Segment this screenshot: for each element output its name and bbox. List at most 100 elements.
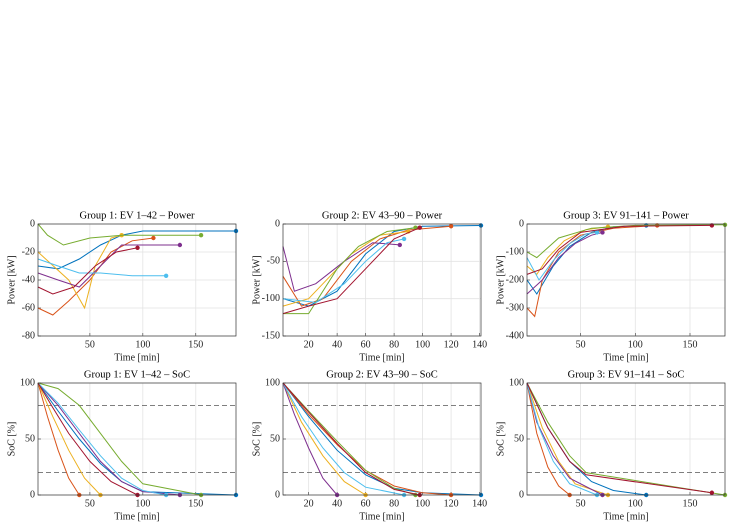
x-axis-label: Time [min] [359, 511, 404, 522]
series-line [37, 230, 236, 270]
axes-box [526, 223, 726, 337]
series-line [526, 224, 712, 275]
y-tick-label: -300 [506, 302, 524, 313]
x-tick-label: 150 [188, 498, 203, 509]
x-tick-label: 150 [682, 339, 697, 350]
plot-area [283, 224, 481, 336]
series-line [282, 382, 338, 496]
series-line [526, 231, 603, 295]
series-line [37, 223, 202, 246]
y-tick-label: -80 [22, 330, 35, 341]
end-marker [594, 230, 600, 235]
x-tick-label: 50 [85, 339, 95, 350]
x-tick-label: 20 [304, 339, 314, 350]
series-line [37, 382, 138, 496]
end-marker [177, 242, 183, 248]
y-axis-label: Power [kW] [495, 255, 506, 304]
x-tick-label: 60 [361, 339, 371, 350]
x-tick-label: 100 [135, 498, 150, 509]
subplot-title: Group 1: EV 1–42 – Power [79, 210, 195, 221]
y-tick-label: -200 [506, 274, 524, 285]
subplot-title: Group 2: EV 43–90 – Power [322, 210, 443, 221]
end-marker [709, 490, 715, 495]
x-tick-label: 150 [682, 498, 697, 509]
subplot-title: Group 2: EV 43–90 – SoC [326, 369, 438, 380]
y-tick-label: 0 [519, 489, 524, 500]
end-marker [448, 224, 454, 229]
series-line [282, 382, 420, 496]
y-axis-label: SoC [%] [251, 422, 262, 457]
axes-box [37, 223, 237, 337]
y-tick-label: -20 [22, 246, 35, 257]
x-tick-label: 80 [389, 498, 399, 509]
axes-box [526, 382, 726, 496]
end-marker [163, 273, 169, 278]
subplot-title: Group 3: EV 91–141 – Power [563, 210, 689, 221]
series-line [37, 234, 122, 310]
x-tick-label: 40 [332, 339, 342, 350]
series-line [282, 242, 400, 292]
end-marker [397, 242, 403, 248]
x-axis-label: Time [min] [359, 352, 404, 363]
axes-box [282, 382, 482, 496]
y-tick-label: 100 [265, 377, 280, 388]
y-tick-label: 100 [509, 377, 524, 388]
subplot-title: Group 3: EV 91–141 – SoC [568, 369, 685, 380]
axes-box [37, 382, 237, 496]
x-tick-label: 140 [472, 498, 487, 509]
end-marker [401, 236, 407, 242]
x-tick-label: 100 [628, 339, 643, 350]
x-tick-label: 100 [415, 498, 430, 509]
x-tick-label: 20 [304, 498, 314, 509]
y-tick-label: 0 [30, 489, 35, 500]
x-tick-label: 60 [361, 498, 371, 509]
y-tick-label: -50 [267, 256, 280, 267]
series-line [526, 382, 571, 496]
series-line [282, 238, 405, 303]
y-tick-label: 0 [30, 218, 35, 229]
end-marker [417, 225, 422, 230]
series-line [526, 382, 712, 494]
x-tick-label: 150 [188, 339, 203, 350]
y-tick-label: 50 [514, 433, 524, 444]
series-line [37, 258, 167, 277]
y-tick-label: -60 [22, 302, 35, 313]
x-tick-label: 50 [576, 339, 586, 350]
y-tick-label: -100 [506, 246, 524, 257]
x-tick-label: 120 [444, 339, 459, 350]
y-tick-label: 0 [275, 489, 280, 500]
subplot: 50 100 150 -400 -300 -200 -100 0 Group 3: EV 91–… [495, 210, 728, 363]
series-line [282, 382, 405, 496]
y-tick-label: -400 [506, 330, 524, 341]
series-line [526, 382, 598, 496]
y-axis-label: SoC [%] [495, 422, 506, 457]
end-marker [198, 233, 204, 238]
y-axis-label: SoC [%] [6, 422, 17, 457]
y-tick-label: -40 [22, 274, 35, 285]
y-tick-label: 0 [519, 218, 524, 229]
x-tick-label: 50 [85, 498, 95, 509]
x-tick-label: 40 [332, 498, 342, 509]
x-tick-label: 120 [444, 498, 459, 509]
x-tick-label: 50 [576, 498, 586, 509]
series-line [283, 227, 416, 315]
subplot: 50 100 150 0 50 100 Group 3: EV 91–141 – SoC Ti… [495, 369, 728, 522]
series-line [37, 382, 180, 496]
x-tick-label: 100 [628, 498, 643, 509]
y-tick-label: 100 [20, 377, 35, 388]
series-line [526, 382, 609, 496]
subplot: 50 100 150 -80 -60 -40 -20 0 Group 1: EV 1–42 – … [6, 210, 239, 363]
end-marker [135, 245, 140, 250]
x-tick-label: 100 [415, 339, 430, 350]
series-line [526, 224, 726, 259]
y-tick-label: -150 [262, 330, 280, 341]
y-axis-label: Power [kW] [6, 255, 17, 304]
y-tick-label: 0 [275, 218, 280, 229]
end-marker [600, 230, 605, 235]
series-line [37, 237, 154, 316]
series-line [37, 382, 101, 496]
y-axis-label: Power [kW] [251, 255, 262, 304]
series-line [282, 382, 416, 496]
series-line [282, 227, 420, 315]
